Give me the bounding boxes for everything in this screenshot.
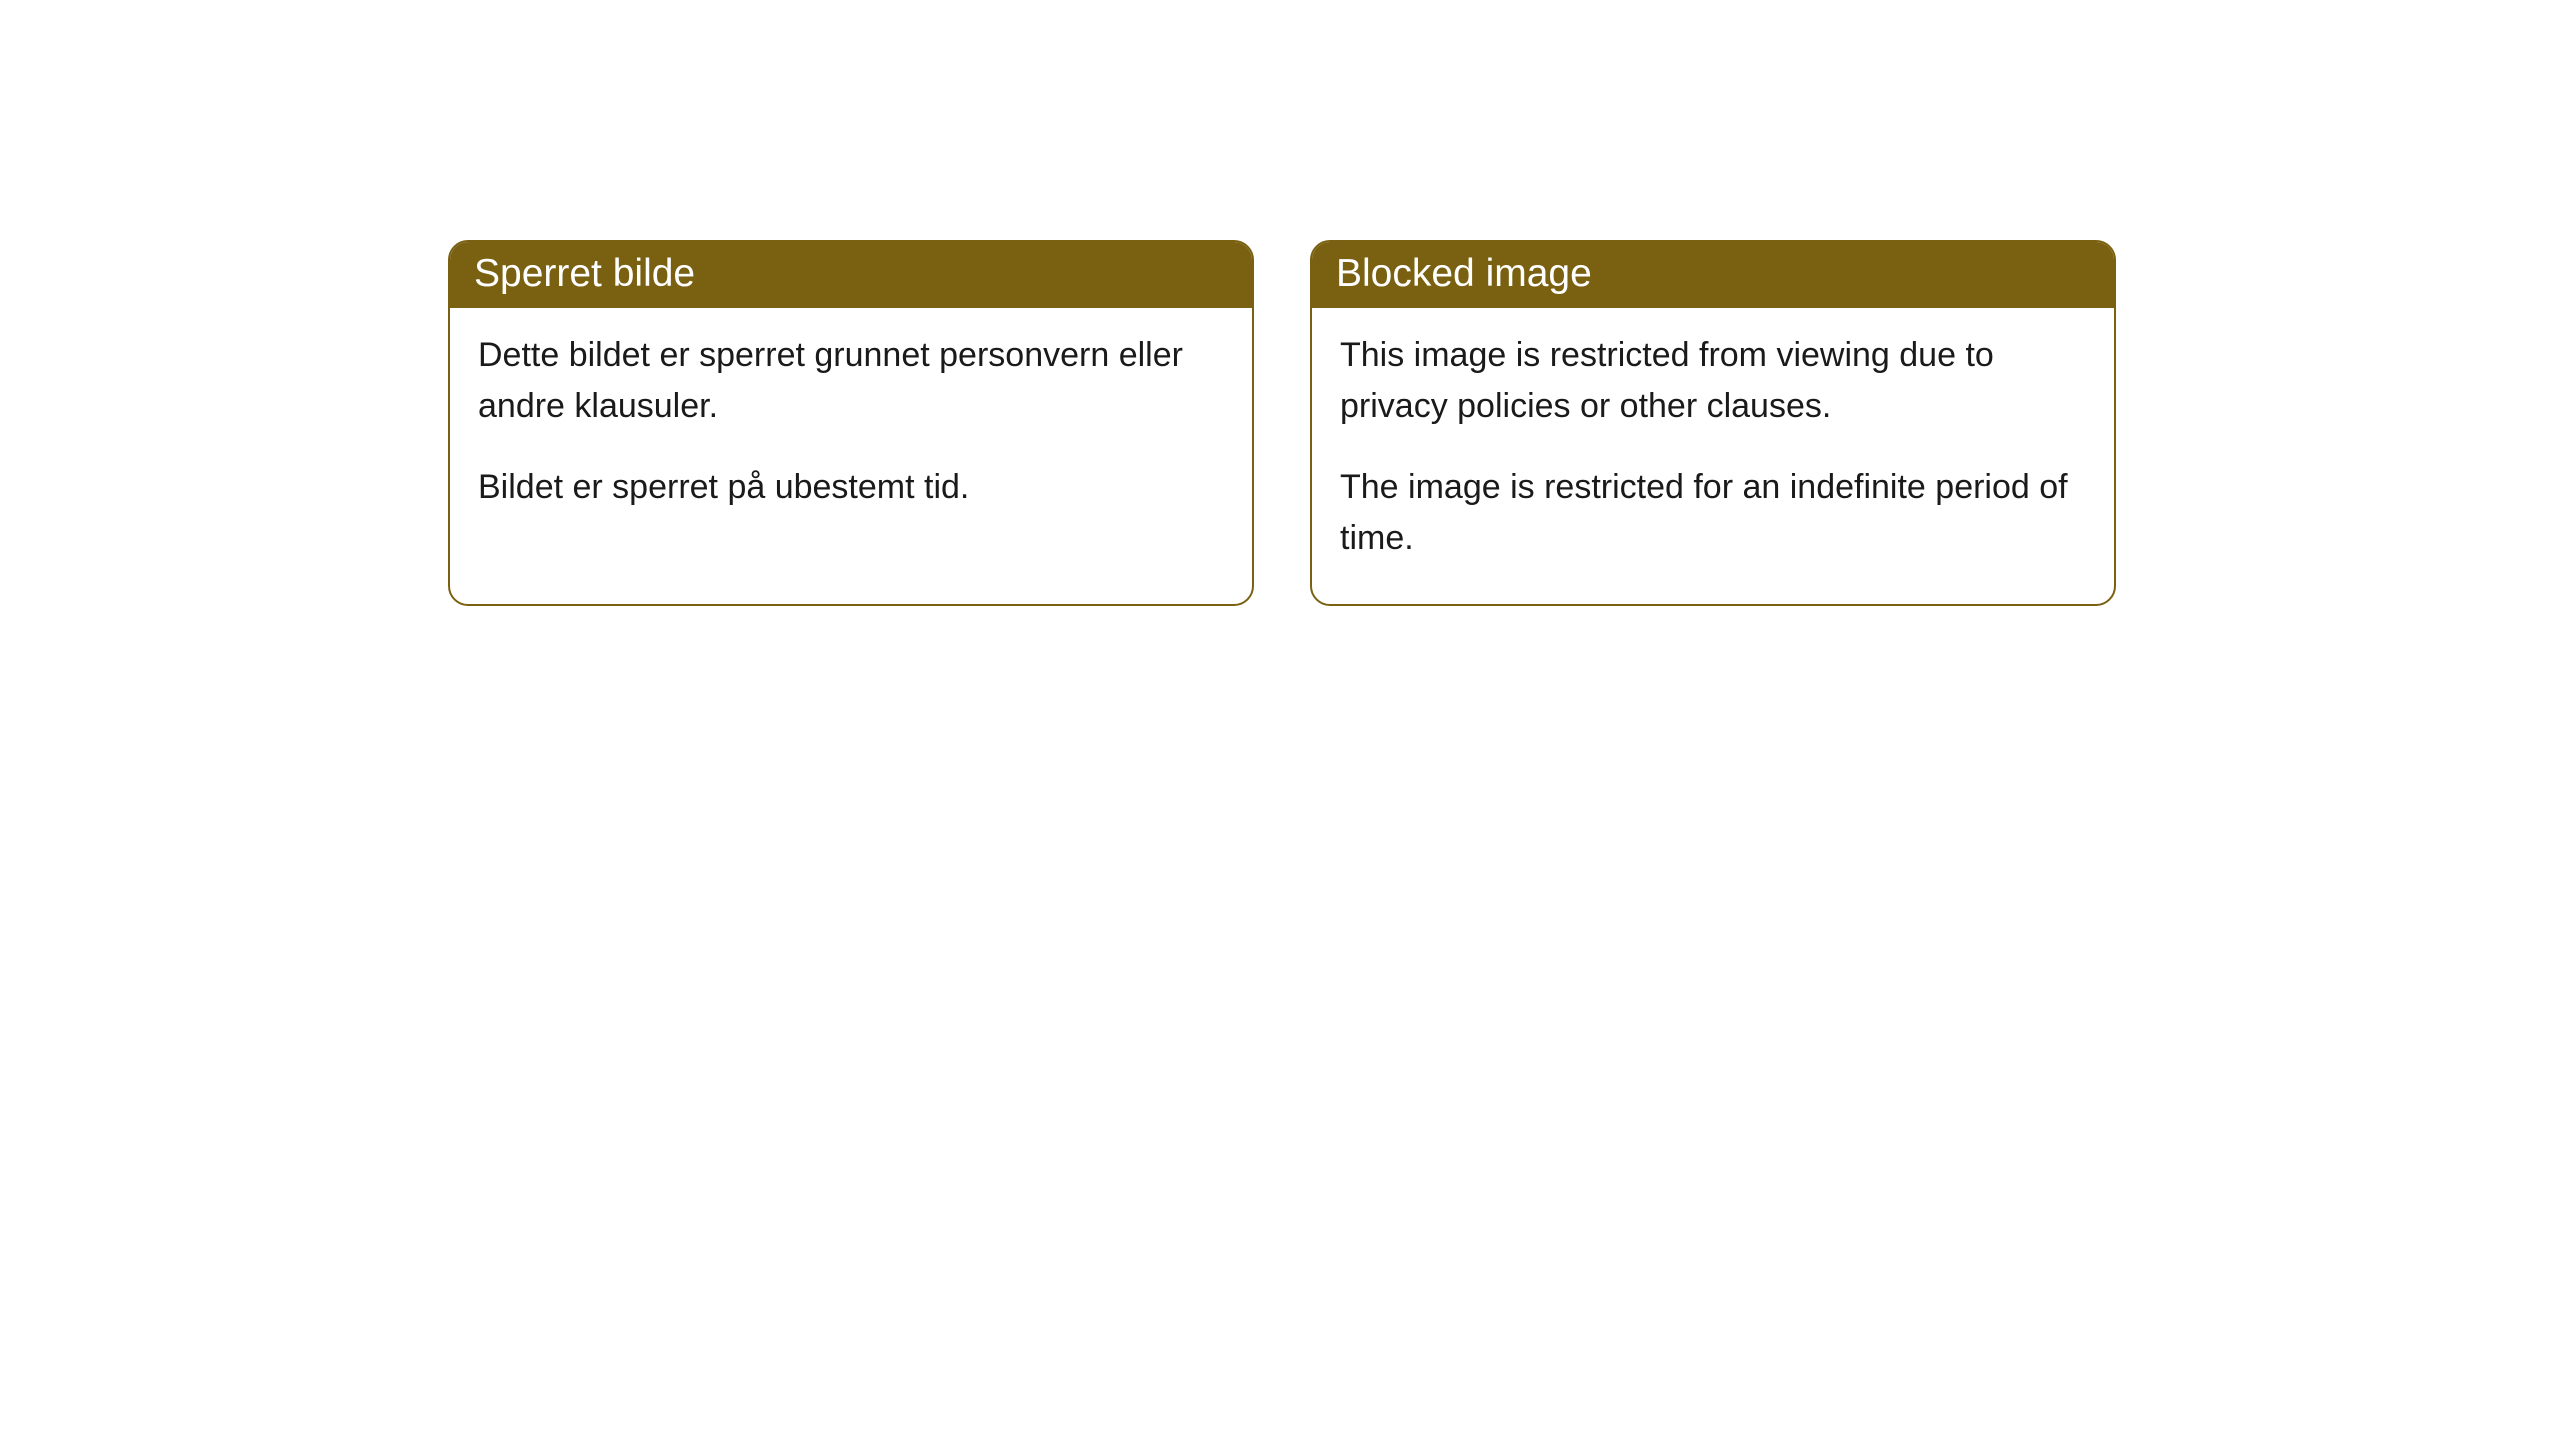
card-header-english: Blocked image <box>1312 242 2114 308</box>
card-paragraph-2: The image is restricted for an indefinit… <box>1340 462 2086 564</box>
card-body-english: This image is restricted from viewing du… <box>1312 308 2114 604</box>
card-paragraph-1: Dette bildet er sperret grunnet personve… <box>478 330 1224 432</box>
card-paragraph-1: This image is restricted from viewing du… <box>1340 330 2086 432</box>
card-header-norwegian: Sperret bilde <box>450 242 1252 308</box>
card-norwegian: Sperret bilde Dette bildet er sperret gr… <box>448 240 1254 606</box>
card-body-norwegian: Dette bildet er sperret grunnet personve… <box>450 308 1252 553</box>
card-paragraph-2: Bildet er sperret på ubestemt tid. <box>478 462 1224 513</box>
cards-container: Sperret bilde Dette bildet er sperret gr… <box>448 240 2116 606</box>
card-english: Blocked image This image is restricted f… <box>1310 240 2116 606</box>
